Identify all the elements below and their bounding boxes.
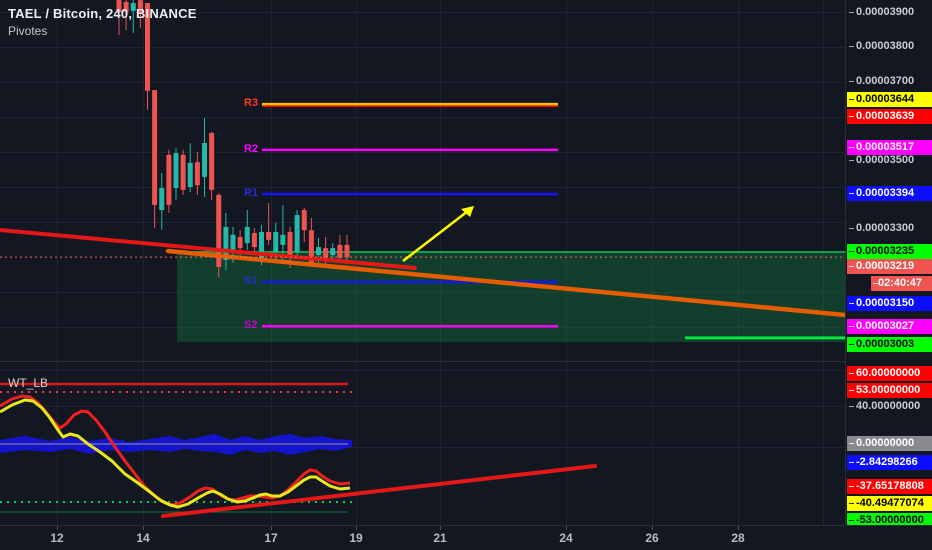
price-axis-label: 0.00003644 xyxy=(847,92,932,107)
time-axis-label: 21 xyxy=(433,531,447,545)
price-axis-label: 0.00003235 xyxy=(847,244,932,259)
indicator-name-pivotes[interactable]: Pivotes xyxy=(8,24,48,38)
horizontal-gridline xyxy=(0,117,845,118)
price-axis-label: 0.00000000 xyxy=(847,436,932,451)
wt-red-wave xyxy=(0,394,351,507)
time-axis-label: 19 xyxy=(349,531,363,545)
price-axis-label: -37.65178808 xyxy=(847,479,932,494)
pivot-label-r2: R2 xyxy=(244,142,259,155)
time-axis-tick xyxy=(356,526,357,530)
time-axis-label: 28 xyxy=(731,531,745,545)
horizontal-gridline xyxy=(0,82,845,83)
price-axis-label: 0.00003500 xyxy=(847,153,932,168)
horizontal-gridline xyxy=(0,447,845,448)
time-axis-label: 12 xyxy=(50,531,64,545)
time-axis-label: 14 xyxy=(136,531,150,545)
time-axis-tick xyxy=(271,526,272,530)
price-axis-label: 0.00003700 xyxy=(847,74,932,89)
price-axis-label: 0.00003517 xyxy=(847,140,932,155)
vertical-gridline xyxy=(566,0,567,525)
time-axis-label: 24 xyxy=(559,531,573,545)
indicator-name-wt-lb[interactable]: WT_LB xyxy=(8,376,49,390)
horizontal-gridline xyxy=(0,12,845,13)
horizontal-gridline xyxy=(0,406,845,407)
bar-countdown-label: 02:40:47 xyxy=(871,276,932,291)
vertical-gridline xyxy=(738,0,739,525)
time-axis-tick xyxy=(57,526,58,530)
pivot-label-s2: S2 xyxy=(244,319,258,332)
pivot-label-r1: R1 xyxy=(244,187,259,200)
price-axis-label: 53.00000000 xyxy=(847,383,932,398)
main-chart-canvas[interactable] xyxy=(0,0,845,361)
time-axis-tick xyxy=(440,526,441,530)
time-axis[interactable]: 12 14 17 19 21 24 26 28 xyxy=(0,525,932,550)
main-downtrend-red[interactable] xyxy=(0,228,417,270)
price-axis-label: 0.00003394 xyxy=(847,186,932,201)
candlestick-series xyxy=(116,0,350,277)
vertical-gridline xyxy=(143,0,144,525)
time-axis-label: 17 xyxy=(264,531,278,545)
price-axis-label: 40.00000000 xyxy=(847,399,932,414)
vertical-gridline xyxy=(652,0,653,525)
time-axis-tick xyxy=(738,526,739,530)
time-axis-tick xyxy=(143,526,144,530)
pane-separator[interactable] xyxy=(0,361,845,362)
pivot-label-r3: R3 xyxy=(244,97,259,110)
horizontal-gridline xyxy=(0,292,845,293)
annotation-arrow[interactable] xyxy=(402,210,469,262)
pivot-label-s1: S1 xyxy=(244,275,258,287)
price-axis-label: 0.00003639 xyxy=(847,109,932,124)
vertical-gridline xyxy=(440,0,441,525)
price-axis-label: -53.00000000 xyxy=(847,513,932,528)
indicator-uptrend-red[interactable] xyxy=(161,464,597,518)
price-axis-label: 0.00003800 xyxy=(847,39,932,54)
vertical-gridline xyxy=(823,0,824,525)
time-axis-tick xyxy=(566,526,567,530)
price-axis-label: 0.00003900 xyxy=(847,5,932,20)
symbol-title[interactable]: TAEL / Bitcoin, 240, BINANCE xyxy=(8,6,197,21)
price-axis-label: -2.84298266 xyxy=(847,455,932,470)
time-axis-tick xyxy=(652,526,653,530)
price-axis-label: 0.00003300 xyxy=(847,221,932,236)
main-downtrend-orange[interactable] xyxy=(165,248,845,318)
price-axis-label: 0.00003003 xyxy=(847,337,932,352)
time-axis-label: 26 xyxy=(645,531,659,545)
price-axis-label: 60.00000000 xyxy=(847,366,932,381)
horizontal-gridline xyxy=(0,187,845,188)
vertical-gridline xyxy=(57,0,58,525)
price-axis-label: 0.00003150 xyxy=(847,296,932,311)
wt-yellow-wave xyxy=(0,398,351,509)
horizontal-gridline xyxy=(0,370,845,371)
wavetrend-indicator-canvas[interactable] xyxy=(0,361,845,525)
price-axis-label: 0.00003027 xyxy=(847,319,932,334)
horizontal-gridline xyxy=(0,222,845,223)
horizontal-gridline xyxy=(0,152,845,153)
horizontal-gridline xyxy=(0,47,845,48)
price-axis-label: -40.49477074 xyxy=(847,496,932,511)
price-axis-label: 0.00003219 xyxy=(847,259,932,274)
chart-legend: TAEL / Bitcoin, 240, BINANCE Pivotes xyxy=(8,6,197,38)
price-axis[interactable]: 0.00003900 0.00003800 0.00003700 0.00003644… xyxy=(845,0,932,528)
